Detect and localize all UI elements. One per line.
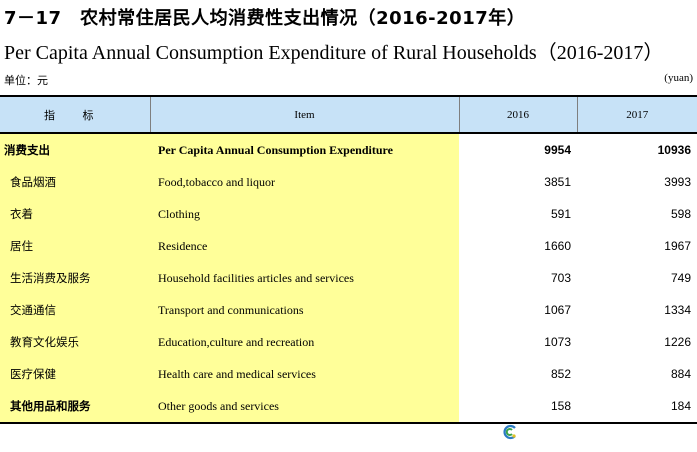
table-row: 其他用品和服务 Other goods and services 158 184 (0, 390, 697, 424)
value-2017: 749 (670, 271, 691, 285)
header-2016: 2016 (458, 95, 577, 134)
value-2017: 598 (670, 207, 691, 221)
row-label-cn: 居住 (0, 230, 150, 262)
value-2017: 184 (577, 390, 697, 424)
row-label-cn: 衣着 (0, 198, 150, 230)
unit-label-en: (yuan) (664, 72, 693, 84)
table-row: 教育文化娱乐 Education,culture and recreation … (0, 326, 697, 358)
row-label-en: Household facilities articles and servic… (150, 262, 459, 294)
table-row: 衣着 Clothing 591 598 (0, 198, 697, 230)
table-row: 食品烟酒 Food,tobacco and liquor 3851 3993 (0, 166, 697, 198)
table-row: 医疗保健 Health care and medical services 85… (0, 358, 697, 390)
value-2017: 884 (670, 367, 691, 381)
value-2016: 1660 (544, 239, 571, 253)
row-label-en: Transport and conmunications (150, 294, 459, 326)
value-2016: 1067 (544, 303, 571, 317)
table-row: 消费支出 Per Capita Annual Consumption Expen… (0, 133, 697, 166)
table-row: 居住 Residence 1660 1967 (0, 230, 697, 262)
table-header-row: 指 标 Item 2016 2017 (0, 95, 697, 134)
value-2017: 3993 (664, 175, 691, 189)
page-title-en: Per Capita Annual Consumption Expenditur… (4, 42, 664, 64)
value-2016: 1073 (544, 335, 571, 349)
value-2017: 1334 (664, 303, 691, 317)
table-row: 交通通信 Transport and conmunications 1067 1… (0, 294, 697, 326)
row-label-cn: 教育文化娱乐 (0, 326, 150, 358)
value-2017: 10936 (657, 143, 691, 157)
header-item: Item (149, 95, 459, 134)
row-label-cn: 医疗保健 (0, 358, 150, 390)
row-label-en: Clothing (150, 198, 459, 230)
header-2017: 2017 (576, 95, 697, 134)
value-2017: 1967 (664, 239, 691, 253)
row-label-cn: 生活消费及服务 (0, 262, 150, 294)
row-label-en: Health care and medical services (150, 358, 459, 390)
row-label-en: Education,culture and recreation (150, 326, 459, 358)
value-2016: 591 (550, 207, 571, 221)
value-2016: 852 (550, 367, 571, 381)
value-2016: 3851 (544, 175, 571, 189)
value-2016: 9954 (544, 143, 571, 157)
unit-label-cn: 单位：元 (4, 74, 48, 87)
value-2016: 158 (459, 390, 577, 424)
row-label-en: Food,tobacco and liquor (150, 166, 459, 198)
value-2016: 703 (550, 271, 571, 285)
expenditure-table: 指 标 Item 2016 2017 消费支出 Per Capita Annua… (0, 95, 697, 424)
row-label-en: Residence (150, 230, 459, 262)
value-2017: 1226 (664, 335, 691, 349)
table-row: 生活消费及服务 Household facilities articles an… (0, 262, 697, 294)
row-label-cn: 消费支出 (0, 133, 150, 166)
row-label-en: Other goods and services (150, 390, 459, 424)
logo-icon (503, 424, 516, 440)
page-title-cn: 7－17 农村常住居民人均消费性支出情况（2016-2017年） (4, 8, 526, 29)
row-label-cn: 其他用品和服务 (0, 390, 150, 424)
row-label-en: Per Capita Annual Consumption Expenditur… (150, 133, 459, 166)
row-label-cn: 交通通信 (0, 294, 150, 326)
row-label-cn: 食品烟酒 (0, 166, 150, 198)
header-indicator: 指 标 (0, 95, 150, 134)
